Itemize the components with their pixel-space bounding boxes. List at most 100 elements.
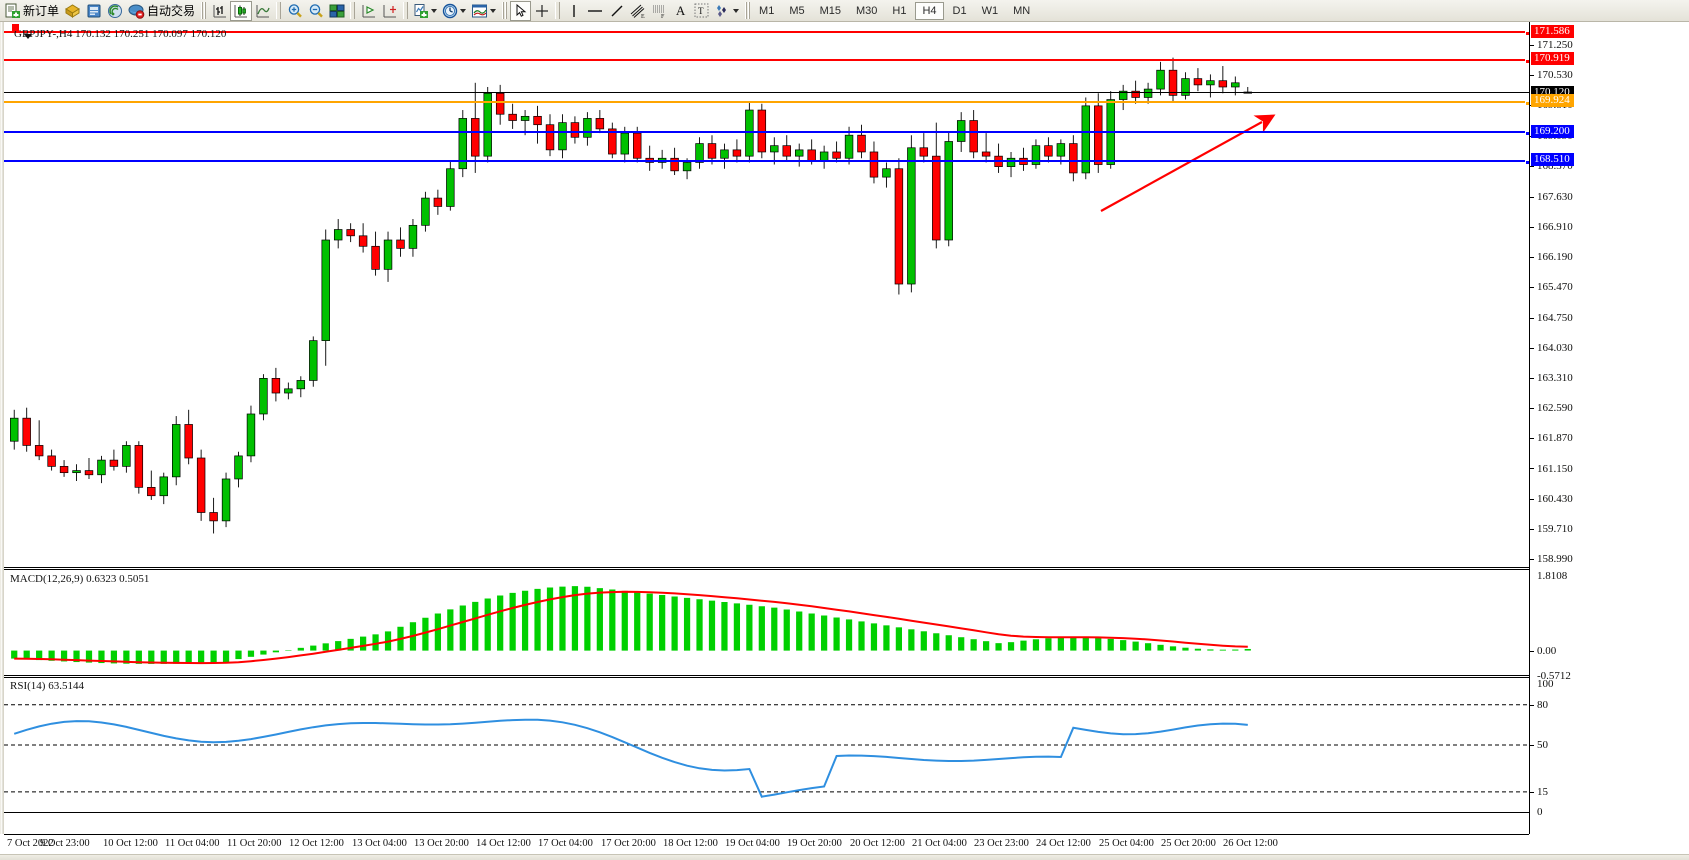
price-tag-support[interactable]: 169.200 [1531, 124, 1574, 138]
toolbar-grip-3[interactable] [745, 2, 751, 19]
date-label: 17 Oct 04:00 [538, 838, 593, 849]
templates-dropdown-caret[interactable] [490, 8, 497, 13]
macd-tick-1.8108: 1.8108 [1537, 570, 1568, 582]
price-line-168.510[interactable] [4, 159, 1530, 165]
auto-scroll-button[interactable] [379, 1, 400, 21]
macd-tick-0.00: 0.00 [1530, 645, 1685, 657]
line-chart-button[interactable] [252, 1, 273, 21]
timeframe-m15[interactable]: M15 [819, 4, 841, 17]
shapes-dropdown-caret[interactable] [733, 8, 740, 13]
price-tag-resistance[interactable]: 170.919 [1531, 52, 1574, 66]
price-line-169.924[interactable] [4, 100, 1530, 106]
price-line-169.200[interactable] [4, 131, 1530, 136]
new-order-label: 新订单 [23, 4, 60, 18]
price-tick-170.530: 170.530 [1530, 69, 1685, 81]
toolbar-grip-1[interactable] [201, 2, 207, 19]
shapes-button[interactable] [712, 1, 742, 21]
timeframe-mn[interactable]: MN [1013, 4, 1031, 17]
date-axis[interactable]: 7 Oct 2022 9 Oct 23:00 10 Oct 12:00 11 Oct … [4, 834, 1529, 854]
terminal-icon [87, 4, 101, 17]
timeframe-m5[interactable]: M5 [789, 4, 805, 17]
vertical-line-button[interactable] [563, 1, 584, 21]
indicators-icon [414, 3, 429, 18]
price-axis[interactable]: 171.250170.530169.810169.090168.370167.6… [1529, 22, 1685, 834]
price-pane[interactable]: GBPJPY-,H4 170.132 170.251 170.097 170.1… [4, 22, 1530, 567]
fibonacci-button[interactable]: F [649, 1, 670, 21]
text-label-button[interactable]: T [691, 1, 712, 21]
price-candles-layer [10, 57, 1252, 534]
price-tick-163.310: 163.310 [1530, 372, 1685, 384]
auto-trading-button[interactable]: 自动交易 [125, 1, 198, 21]
rsi-tick-80: 80 [1530, 699, 1685, 711]
left-rail [0, 22, 4, 834]
crosshair-button[interactable] [531, 1, 552, 21]
date-label: 14 Oct 12:00 [476, 838, 531, 849]
svg-text:E: E [641, 14, 645, 19]
shift-end-button[interactable] [358, 1, 379, 21]
indicators-dropdown-caret[interactable] [431, 8, 438, 13]
price-tick-171.250: 171.250 [1530, 39, 1685, 51]
timeframe-h1[interactable]: H1 [892, 4, 907, 17]
templates-button[interactable] [469, 1, 499, 21]
timeframe-h4[interactable]: H4 [915, 1, 944, 20]
chart-area[interactable]: GBPJPY-,H4 170.132 170.251 170.097 170.1… [0, 22, 1689, 860]
price-line-171.586[interactable] [4, 31, 1530, 36]
chart-caret-icon [24, 34, 32, 39]
price-tick-166.910: 166.910 [1530, 221, 1685, 233]
equidistant-channel-button[interactable]: E [627, 1, 649, 21]
price-tag-resistance[interactable]: 171.586 [1531, 24, 1574, 38]
date-label: 13 Oct 20:00 [414, 838, 469, 849]
package-button[interactable] [62, 1, 83, 21]
signals-button[interactable] [104, 1, 125, 21]
tile-windows-icon [329, 4, 345, 17]
rsi-pane[interactable]: RSI(14) 63.5144 [4, 678, 1529, 812]
trendline-icon [611, 5, 623, 16]
indicators-button[interactable] [411, 1, 440, 21]
chart-selection-marker [12, 24, 19, 31]
new-order-button[interactable]: 新订单 [2, 1, 62, 21]
horizontal-line-button[interactable] [584, 1, 606, 21]
toolbar-separator-4 [555, 2, 561, 19]
cursor-button[interactable] [510, 0, 532, 21]
candlestick-chart-button[interactable] [230, 0, 253, 21]
timeframe-m30[interactable]: M30 [856, 4, 878, 17]
rsi-tick-50: 50 [1530, 739, 1685, 751]
price-tick-161.150: 161.150 [1530, 463, 1685, 475]
horizontal-line-icon [588, 9, 603, 12]
price-tick-165.470: 165.470 [1530, 281, 1685, 293]
price-line-170.919[interactable] [4, 58, 1530, 64]
timeframe-w1[interactable]: W1 [981, 4, 999, 17]
toolbar-separator-3 [403, 2, 409, 19]
price-line-170.120[interactable] [4, 92, 1529, 94]
timeframe-m1[interactable]: M1 [759, 4, 775, 17]
timeframe-d1[interactable]: D1 [952, 4, 967, 17]
period-button[interactable] [440, 1, 469, 21]
price-tag-support[interactable]: 168.510 [1531, 153, 1574, 167]
macd-tick--0.5712: -0.5712 [1537, 670, 1571, 682]
toolbar-separator-1 [276, 2, 282, 19]
date-label: 11 Oct 20:00 [227, 838, 282, 849]
zoom-out-button[interactable] [305, 1, 326, 21]
macd-pane[interactable]: MACD(12,26,9) 0.6323 0.5051 [4, 570, 1529, 676]
date-label: 20 Oct 12:00 [850, 838, 905, 849]
toolbar-grip-2[interactable] [502, 2, 508, 19]
date-label: 17 Oct 20:00 [601, 838, 656, 849]
trendline-button[interactable] [606, 1, 627, 21]
rsi-tick-100: 100 [1537, 678, 1554, 690]
candlestick-chart-icon [234, 4, 248, 17]
zoom-in-button[interactable] [284, 1, 305, 21]
terminal-button[interactable] [83, 1, 104, 21]
status-strip [0, 854, 1689, 860]
timeframe-group: M1 M5 M15 M30 H1 H4 D1 W1 MN [753, 1, 1036, 20]
bar-chart-button[interactable] [209, 1, 230, 21]
rsi-label: RSI(14) 63.5144 [10, 680, 84, 692]
date-label: 11 Oct 04:00 [165, 838, 220, 849]
auto-scroll-icon [383, 4, 396, 17]
period-dropdown-caret[interactable] [460, 8, 467, 13]
pane-divider-rsi [4, 675, 1529, 678]
tile-windows-button[interactable] [326, 1, 347, 21]
price-tag-entry[interactable]: 169.924 [1531, 94, 1574, 108]
text-button[interactable]: A [670, 1, 691, 21]
macd-layer [11, 586, 1251, 665]
period-clock-icon [442, 3, 458, 18]
